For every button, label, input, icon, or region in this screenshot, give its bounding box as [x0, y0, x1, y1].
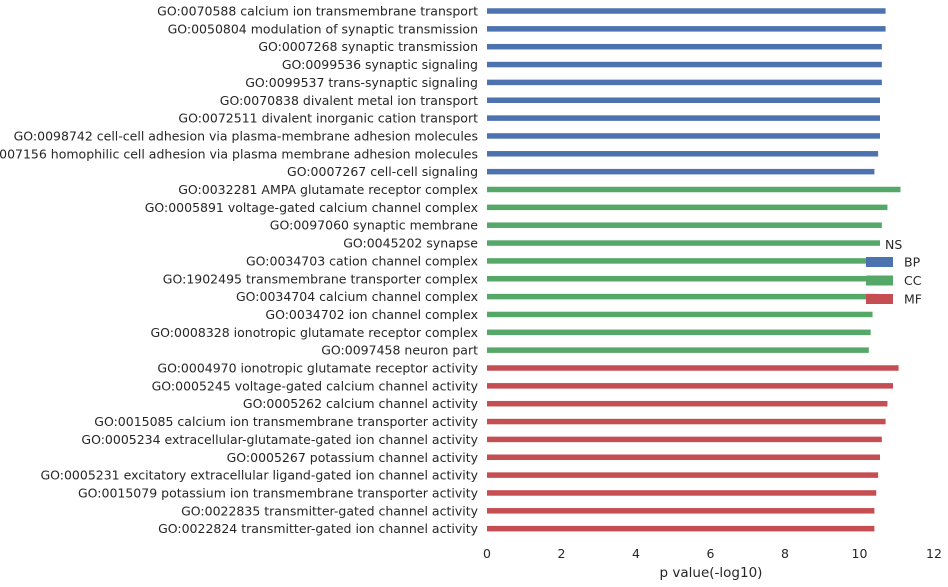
bar-4	[487, 79, 882, 86]
bar-26	[487, 472, 879, 478]
bar-5	[487, 97, 880, 103]
y-tick-label: GO:0004970 ionotropic glutamate receptor…	[157, 361, 478, 376]
y-tick-label: GO:0050804 modulation of synaptic transm…	[168, 21, 478, 36]
y-tick-label: GO:0099536 synaptic signaling	[282, 57, 478, 72]
y-tick-label: GO:0045202 synapse	[343, 236, 478, 251]
y-tick-label: GO:0007267 cell-cell signaling	[287, 164, 478, 179]
y-tick-label: GO:0034702 ion channel complex	[265, 307, 478, 322]
bar-8	[487, 151, 879, 157]
x-tick-label: 12	[926, 546, 942, 561]
bar-14	[487, 258, 879, 264]
y-tick-label: GO:0097060 synaptic membrane	[270, 218, 479, 233]
bar-12	[487, 222, 882, 228]
x-tick-label: 8	[781, 546, 789, 561]
bar-3	[487, 61, 882, 68]
x-axis-label: p value(-log10)	[660, 565, 763, 581]
y-tick-label: GO:0032281 AMPA glutamate receptor compl…	[178, 182, 478, 197]
bar-17	[487, 311, 873, 318]
y-tick-label: GO:0022824 transmitter-gated ion channel…	[158, 521, 479, 536]
y-tick-label: GO:0005262 calcium channel activity	[243, 396, 479, 411]
bar-24	[487, 436, 882, 443]
y-tick-label: GO:0007268 synaptic transmission	[258, 39, 478, 54]
bar-21	[487, 383, 894, 389]
bar-0	[487, 8, 886, 14]
legend-swatch-bp	[866, 257, 893, 267]
bar-19	[487, 347, 869, 353]
bar-6	[487, 115, 880, 121]
bar-2	[487, 43, 882, 50]
x-tick-label: 4	[632, 546, 640, 561]
bar-22	[487, 400, 888, 407]
x-tick-label: 6	[707, 546, 715, 561]
legend-title: NS	[885, 237, 902, 252]
x-tick-label: 2	[558, 546, 566, 561]
legend-label-bp: BP	[904, 255, 921, 270]
bar-25	[487, 454, 880, 460]
legend: NS BP CC MF	[866, 237, 922, 307]
bar-13	[487, 240, 880, 246]
y-tick-label: GO:0005234 extracellular-glutamate-gated…	[81, 432, 478, 447]
bar-16	[487, 293, 877, 300]
legend-label-mf: MF	[904, 292, 922, 307]
y-tick-label: GO:0015085 calcium ion transmembrane tra…	[94, 414, 478, 429]
y-tick-label: GO:0005231 excitatory extracellular liga…	[40, 468, 478, 483]
bar-9	[487, 168, 875, 175]
y-tick-label: GO:0022835 transmitter-gated channel act…	[181, 503, 478, 518]
bar-10	[487, 186, 901, 193]
bar-27	[487, 490, 877, 496]
y-tick-label: GO:0015079 potassium ion transmembrane t…	[78, 485, 479, 500]
y-tick-labels: GO:0070588 calcium ion transmembrane tra…	[0, 4, 479, 537]
y-tick-label: GO:1902495 transmembrane transporter com…	[163, 271, 478, 286]
y-tick-label: GO:0099537 trans-synaptic signaling	[245, 75, 478, 90]
x-tick-label: 0	[483, 546, 491, 561]
legend-swatch-cc	[866, 275, 893, 286]
x-tick-labels: 0 2 4 6 8 10 12	[483, 546, 942, 561]
y-tick-label: GO:0034704 calcium channel complex	[236, 289, 478, 304]
y-tick-label: GO:0005267 potassium channel activity	[227, 450, 479, 465]
y-tick-label: GO:0007156 homophilic cell adhesion via …	[0, 146, 478, 161]
y-tick-label: GO:0098742 cell-cell adhesion via plasma…	[14, 128, 478, 143]
legend-swatch-mf	[866, 294, 893, 304]
y-tick-label: GO:0070588 calcium ion transmembrane tra…	[157, 4, 478, 19]
bar-20	[487, 365, 899, 371]
bar-1	[487, 26, 886, 32]
y-tick-label: GO:0034703 cation channel complex	[246, 253, 478, 268]
bar-7	[487, 133, 880, 139]
y-tick-label: GO:0072511 divalent inorganic cation tra…	[178, 111, 478, 126]
bar-11	[487, 204, 888, 211]
legend-label-cc: CC	[904, 273, 922, 288]
bars	[487, 8, 901, 532]
y-tick-label: GO:0070838 divalent metal ion transport	[220, 93, 478, 108]
y-tick-label: GO:0005891 voltage-gated calcium channel…	[145, 200, 478, 215]
bar-29	[487, 525, 875, 532]
bar-18	[487, 329, 871, 336]
bar-15	[487, 276, 877, 282]
bar-23	[487, 418, 886, 425]
x-tick-label: 10	[852, 546, 868, 561]
y-tick-label: GO:0097458 neuron part	[321, 343, 478, 358]
y-tick-label: GO:0008328 ionotropic glutamate receptor…	[151, 325, 479, 340]
y-tick-label: GO:0005245 voltage-gated calcium channel…	[152, 378, 479, 393]
bar-28	[487, 508, 875, 514]
